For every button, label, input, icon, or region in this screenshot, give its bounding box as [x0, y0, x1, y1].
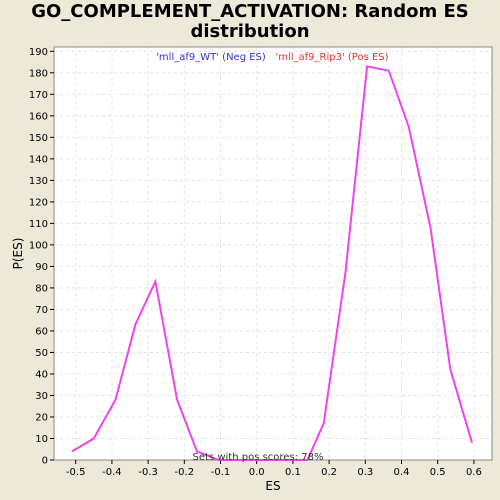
- y-tick-label: 40: [35, 369, 48, 380]
- x-tick-label: 0.0: [249, 467, 265, 478]
- legend-entry-pos-es: 'mll_af9_Rip3' (Pos ES): [275, 52, 388, 63]
- chart-title-line2: distribution: [190, 21, 310, 42]
- y-tick-label: 50: [35, 348, 48, 359]
- y-tick-label: 180: [29, 68, 48, 79]
- legend-entry-neg-es: 'mll_af9_WT' (Neg ES): [156, 52, 266, 63]
- y-tick-label: 150: [29, 133, 48, 144]
- y-tick-label: 0: [42, 456, 48, 467]
- x-tick-label: 0.4: [394, 467, 410, 478]
- x-axis-label: ES: [265, 479, 280, 493]
- x-tick-label: -0.4: [102, 467, 122, 478]
- y-tick-label: 190: [29, 47, 48, 58]
- y-tick-label: 170: [29, 90, 48, 101]
- y-tick-label: 100: [29, 240, 48, 251]
- chart-title-line1: GO_COMPLEMENT_ACTIVATION: Random ES: [31, 1, 469, 22]
- x-tick-label: -0.1: [211, 467, 231, 478]
- chart-title: GO_COMPLEMENT_ACTIVATION: Random ES dist…: [0, 2, 500, 42]
- axis-ticks: -0.5 -0.4 -0.3 -0.2 -0.1 0.0 0.1 0.2 0.3 0.4 0.5 0.…: [29, 47, 482, 478]
- x-tick-label: -0.3: [138, 467, 158, 478]
- y-tick-label: 10: [35, 434, 48, 445]
- y-tick-label: 130: [29, 176, 48, 187]
- y-tick-label: 140: [29, 154, 48, 165]
- x-tick-label: -0.2: [175, 467, 195, 478]
- x-tick-label: 0.6: [466, 467, 482, 478]
- pos-scores-annotation: Sets with pos scores: 78%: [193, 452, 324, 463]
- y-tick-label: 160: [29, 111, 48, 122]
- y-tick-label: 80: [35, 283, 48, 294]
- y-tick-label: 30: [35, 391, 48, 402]
- x-tick-label: 0.2: [321, 467, 337, 478]
- y-tick-label: 120: [29, 197, 48, 208]
- x-tick-label: -0.5: [66, 467, 86, 478]
- y-axis-label: P(ES): [11, 238, 25, 270]
- y-tick-label: 20: [35, 412, 48, 423]
- plot-background: [54, 47, 492, 460]
- y-tick-label: 70: [35, 305, 48, 316]
- y-tick-label: 60: [35, 326, 48, 337]
- y-tick-label: 110: [29, 219, 48, 230]
- x-tick-label: 0.3: [357, 467, 373, 478]
- y-tick-label: 90: [35, 262, 48, 273]
- x-tick-label: 0.5: [430, 467, 446, 478]
- x-tick-label: 0.1: [285, 467, 301, 478]
- series-line-es-distribution: [71, 65, 474, 461]
